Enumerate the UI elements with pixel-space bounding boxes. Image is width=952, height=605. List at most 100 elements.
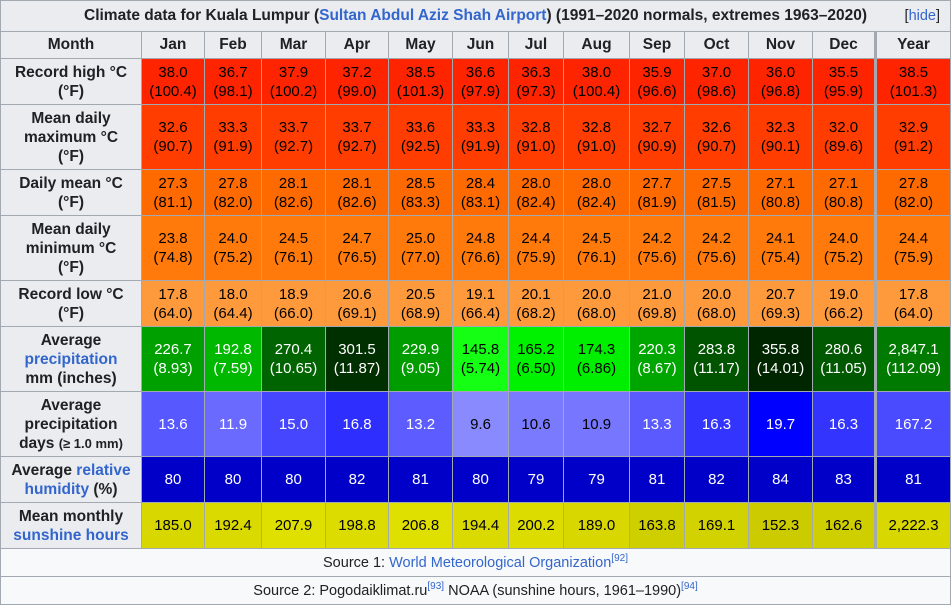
inches-value: (11.05): [820, 360, 867, 377]
reference-93-link[interactable]: [93]: [427, 580, 445, 592]
humidity-cell: 81: [873, 456, 952, 503]
celsius-value: 18.0: [218, 285, 248, 303]
humidity-cell: 84: [748, 456, 813, 503]
celsius-value: 24.4: [898, 230, 929, 247]
sunshine-cell: 194.4: [452, 502, 509, 549]
celsius-value: 18.9: [278, 285, 309, 303]
celsius-value: 27.1: [765, 174, 796, 192]
fahrenheit-value: (68.2): [516, 304, 556, 322]
mean-min-label: Mean daily minimum °C (°F): [0, 215, 142, 281]
sunshine-hours-link[interactable]: sunshine hours: [13, 526, 129, 544]
mean-max-cell: 32.9 (91.2): [873, 104, 952, 170]
table-caption: Climate data for Kuala Lumpur (Sultan Ab…: [0, 0, 952, 32]
source-2: Source 2: Pogodaiklimat.ru[93] NOAA (sun…: [0, 576, 952, 605]
precipitation-cell: 283.8 (11.17): [684, 326, 749, 392]
precipitation-cell: 2,847.1 (112.09): [873, 326, 952, 392]
record-high-cell: 36.6 (97.9): [452, 58, 509, 105]
mean-max-cell: 32.3 (90.1): [748, 104, 813, 170]
celsius-value: 38.0: [581, 63, 612, 81]
precipitation-days-label-part: Average: [40, 396, 102, 414]
celsius-value: 32.0: [828, 119, 859, 136]
celsius-value: 32.3: [765, 119, 796, 136]
celsius-value: 21.0: [642, 285, 672, 303]
wmo-link[interactable]: World Meteorological Organization: [389, 554, 612, 571]
fahrenheit-value: (98.6): [696, 82, 737, 100]
record-low-cell: 20.1 (68.2): [508, 280, 564, 327]
daily-mean-cell: 27.8 (82.0): [873, 169, 952, 216]
inches-value: (10.65): [269, 360, 318, 377]
celsius-value: 24.7: [342, 230, 372, 247]
month-header-jan: Jan: [141, 31, 205, 59]
fahrenheit-value: (75.4): [760, 249, 801, 266]
mean-max-cell: 32.0 (89.6): [812, 104, 876, 170]
celsius-value: 37.2: [342, 63, 372, 81]
humidity-link[interactable]: humidity: [24, 480, 90, 498]
sunshine-cell: 169.1: [684, 502, 749, 549]
reference-92-link[interactable]: [92]: [611, 552, 628, 564]
celsius-value: 33.7: [342, 119, 372, 136]
fahrenheit-value: (97.9): [460, 82, 501, 100]
month-header-nov: Nov: [748, 31, 813, 59]
record-low-label: Record low °C (°F): [0, 280, 142, 327]
year-header: Year: [873, 31, 952, 59]
mean-min-cell: 24.2 (75.6): [629, 215, 685, 281]
mm-value: 283.8: [697, 341, 736, 358]
fahrenheit-value: (91.0): [516, 138, 556, 155]
airport-link[interactable]: Sultan Abdul Aziz Shah Airport: [319, 7, 547, 24]
hide-link[interactable]: hide: [908, 8, 936, 24]
celsius-value: 37.9: [278, 63, 309, 81]
record-low-cell: 20.0 (68.0): [684, 280, 749, 327]
celsius-value: 20.1: [521, 285, 551, 303]
celsius-value: 24.2: [701, 230, 732, 247]
relative-humidity-link[interactable]: relative: [76, 461, 131, 479]
humidity-cell: 80: [452, 456, 509, 503]
sunshine-cell: 207.9: [261, 502, 326, 549]
mean-max-cell: 33.7 (92.7): [325, 104, 389, 170]
fahrenheit-value: (75.6): [696, 249, 737, 266]
mean-max-cell: 32.7 (90.9): [629, 104, 685, 170]
precipitation-cell: 165.2 (6.50): [508, 326, 564, 392]
celsius-value: 32.6: [701, 119, 732, 136]
reference-94-link[interactable]: [94]: [681, 580, 698, 592]
hide-toggle[interactable]: [hide]: [904, 8, 941, 24]
mean-max-label-part: Mean daily: [31, 109, 111, 127]
fahrenheit-value: (66.2): [823, 304, 864, 322]
precipitation-cell: 192.8 (7.59): [204, 326, 262, 392]
record-high-cell: 35.5 (95.9): [812, 58, 876, 105]
inches-value: (8.93): [153, 360, 193, 377]
daily-mean-label-part: Daily mean °C: [19, 174, 123, 192]
fahrenheit-value: (100.2): [269, 82, 318, 100]
record-high-cell: 37.2 (99.0): [325, 58, 389, 105]
inches-value: (11.87): [333, 360, 381, 377]
record-high-cell: 36.7 (98.1): [204, 58, 262, 105]
fahrenheit-value: (92.5): [400, 138, 441, 155]
precipitation-row: Average precipitation mm (inches) 226.7 (8.9…: [0, 326, 952, 392]
record-high-cell: 38.5 (101.3): [388, 58, 453, 105]
celsius-value: 28.4: [465, 174, 496, 192]
fahrenheit-value: (97.3): [516, 82, 556, 100]
mean-max-cell: 33.3 (91.9): [452, 104, 509, 170]
celsius-value: 24.2: [642, 230, 672, 247]
precipitation-link[interactable]: precipitation: [24, 350, 118, 368]
celsius-value: 17.8: [898, 285, 929, 303]
humidity-row: Average relative humidity (%) 80 80 80 82 81 80…: [0, 456, 952, 503]
mean-max-label-part: (°F): [58, 147, 84, 165]
celsius-value: 24.8: [465, 230, 496, 247]
inches-value: (112.09): [886, 360, 941, 377]
precipitation-cell: 355.8 (14.01): [748, 326, 813, 392]
record-high-label: Record high °C (°F): [0, 58, 142, 105]
precipitation-days-label-part: days: [19, 434, 55, 452]
fahrenheit-value: (99.0): [337, 82, 377, 100]
mean-max-cell: 33.6 (92.5): [388, 104, 453, 170]
fahrenheit-value: (76.1): [576, 249, 617, 266]
celsius-value: 36.0: [765, 63, 796, 81]
record-low-cell: 20.7 (69.3): [748, 280, 813, 327]
daily-mean-cell: 27.8 (82.0): [204, 169, 262, 216]
mm-value: 226.7: [154, 341, 192, 358]
daily-mean-cell: 28.5 (83.3): [388, 169, 453, 216]
celsius-value: 32.8: [521, 119, 551, 136]
celsius-value: 33.6: [405, 119, 436, 136]
mm-value: 2,847.1: [888, 341, 939, 358]
month-header-sep: Sep: [629, 31, 685, 59]
